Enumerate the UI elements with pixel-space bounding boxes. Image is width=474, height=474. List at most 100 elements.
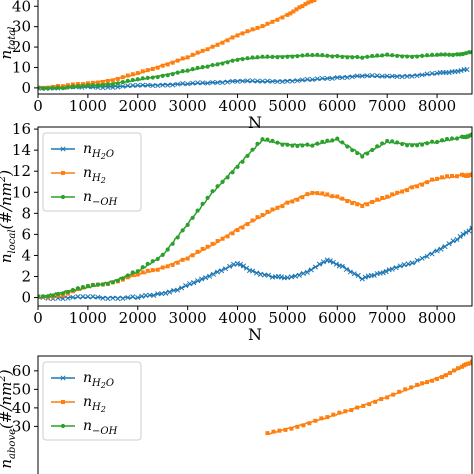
data-point [120,276,125,281]
data-point [446,241,452,247]
plot-area [38,132,472,302]
y-tick-label: 10 [12,58,31,76]
data-point [220,79,226,86]
data-point [205,244,210,249]
x-tick-label: 1000 [69,97,107,115]
data-point [397,263,403,269]
data-point [325,53,330,58]
y-tick-label: 16 [12,120,31,138]
legend-label: nH2 [83,394,106,414]
data-point [405,143,410,148]
data-point [163,290,169,296]
data-point [343,409,348,414]
data-point [175,287,181,293]
data-point [371,272,377,278]
data-point [340,54,345,59]
data-point [200,80,206,86]
series-line [267,360,472,435]
data-point [190,215,195,220]
data-point [155,267,160,272]
data-point [85,294,91,300]
data-point [350,201,355,206]
data-point [135,77,140,82]
data-point [327,258,333,264]
data-point [219,268,225,274]
data-point [425,53,430,58]
data-point [280,204,285,209]
y-tick-label: 14 [12,141,31,159]
data-point [450,52,456,58]
data-point [464,66,470,73]
data-point [240,57,245,62]
data-point [225,38,230,43]
data-point [70,84,76,89]
data-point [294,78,300,84]
series-line [38,227,472,300]
data-point [185,68,190,73]
data-point [295,143,300,149]
data-point [207,273,213,279]
data-point [175,81,181,87]
data-point [205,80,211,86]
data-point [355,272,361,278]
data-point [320,139,325,144]
data-point [155,65,160,70]
x-tick-label: 8000 [418,97,456,115]
data-point [395,190,400,195]
data-point [299,77,305,83]
data-point [225,175,230,180]
data-point [390,192,395,197]
data-point [350,55,355,60]
data-point [165,247,170,252]
data-point [385,194,390,199]
data-point [125,273,130,278]
data-point [300,270,306,277]
data-point [354,73,360,79]
data-point [340,140,345,145]
data-point [389,73,395,79]
data-point [393,265,399,271]
data-point [383,269,389,275]
data-point [295,197,300,202]
data-point [150,82,156,89]
data-point [306,0,311,5]
data-point [361,403,366,408]
data-point [380,195,385,200]
data-point [310,52,315,58]
data-point [449,136,455,141]
data-point [370,147,375,153]
data-point [320,53,325,58]
data-point [385,138,390,144]
data-point [339,75,345,81]
data-point [315,191,320,196]
y-tick-label: 50 [12,380,31,398]
data-point [351,271,357,277]
data-point [100,79,105,84]
data-point [442,52,448,57]
data-point [389,266,395,272]
series-h2 [38,0,320,90]
data-point [297,5,302,10]
data-point [210,241,215,246]
series-h2o [38,66,470,92]
data-point [469,225,472,231]
data-point [319,75,325,81]
data-point [50,293,56,298]
data-point [179,285,185,291]
data-point [180,69,185,74]
data-point [249,78,256,84]
data-point [60,194,66,200]
data-point [270,138,275,143]
data-point [434,139,440,145]
data-point [307,421,312,426]
data-point [310,190,315,195]
data-point [300,4,305,9]
data-point [442,244,448,250]
data-point [362,274,368,280]
data-point [210,62,215,68]
data-point [210,79,216,85]
data-point [355,405,360,410]
legend-entry-h2: nH2 [51,165,106,185]
data-point [391,392,396,397]
data-point [304,76,310,82]
